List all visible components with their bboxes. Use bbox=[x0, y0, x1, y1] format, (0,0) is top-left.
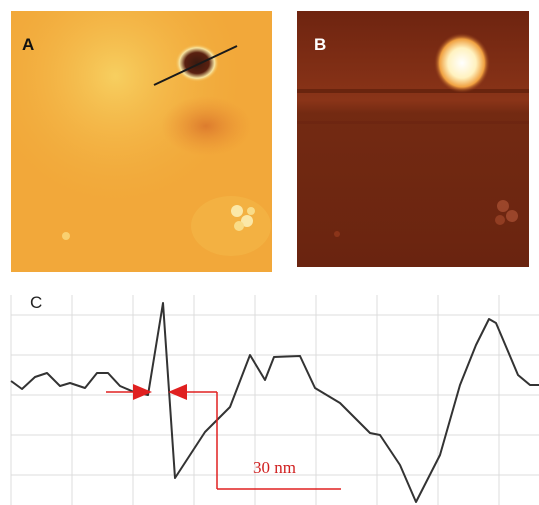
afm-image-a bbox=[11, 11, 272, 272]
panel-label-b: B bbox=[314, 35, 327, 54]
profile-grid bbox=[10, 295, 539, 505]
bright-particle bbox=[434, 33, 490, 93]
height-profile-graphic: 30 nm bbox=[10, 295, 539, 505]
particle-cluster-b bbox=[495, 200, 518, 225]
afm-image-b bbox=[297, 11, 529, 267]
profile-marker-line bbox=[153, 45, 238, 86]
afm-image-b-graphic bbox=[297, 11, 529, 267]
profile-curve bbox=[10, 302, 539, 503]
arrow-right bbox=[168, 384, 217, 400]
height-profile: 30 nm bbox=[0, 285, 539, 505]
pit-feature bbox=[175, 44, 219, 82]
distance-label: 30 nm bbox=[253, 458, 296, 477]
arrow-left bbox=[106, 384, 152, 400]
panel-label-a: A bbox=[22, 35, 35, 54]
particle-cluster bbox=[231, 205, 255, 231]
afm-image-a-graphic bbox=[11, 11, 272, 272]
panel-label-c: C bbox=[30, 293, 43, 312]
